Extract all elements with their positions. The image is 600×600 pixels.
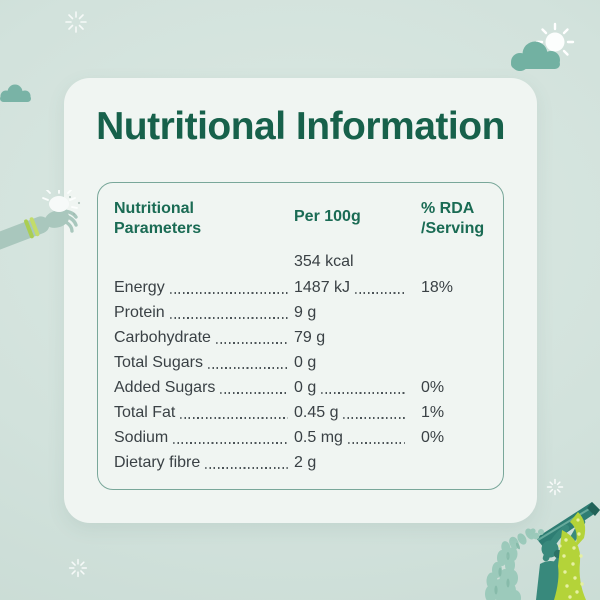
per-100g-value: 2 g — [294, 453, 317, 471]
dotted-leader — [169, 291, 288, 294]
parameter-label: Added Sugars — [114, 378, 216, 396]
per-100g-value: 0.5 mg — [294, 428, 343, 446]
per-100g-value: 0 g — [294, 378, 317, 396]
table-row: Total Sugars 0 g — [114, 350, 483, 375]
rda-value: 18% — [421, 278, 454, 296]
dotted-leader — [215, 341, 288, 344]
nutrition-rows: 354 kcal Energy 1487 kJ 18% Protein 9 g Carboh… — [114, 249, 483, 475]
sparkle-icon — [68, 558, 88, 578]
table-header-row: Nutritional Parameters Per 100g % RDA /S… — [114, 199, 485, 243]
table-row: 354 kcal — [114, 249, 483, 275]
rda-value: 1% — [421, 403, 445, 421]
table-row: Protein 9 g — [114, 300, 483, 325]
per-100g-value: 79 g — [294, 328, 326, 346]
arm-with-bangles-illustration — [0, 190, 81, 258]
table-row: Added Sugars 0 g 0% — [114, 375, 483, 400]
nutrition-card: Nutritional Information Nutritional Para… — [64, 78, 537, 523]
sparkle-icon — [65, 11, 87, 33]
parameter-label: Carbohydrate — [114, 328, 211, 346]
dotted-leader — [220, 391, 288, 394]
table-row: Carbohydrate 79 g — [114, 325, 483, 350]
woman-winnowing-illustration — [485, 502, 600, 600]
sparkle-icon — [546, 478, 564, 496]
table-row: Energy 1487 kJ 18% — [114, 275, 483, 300]
dotted-leader — [347, 441, 405, 444]
parameter-label: Energy — [114, 278, 165, 296]
page-title: Nutritional Information — [96, 105, 505, 148]
parameter-label: Total Sugars — [114, 353, 203, 371]
dotted-leader — [343, 416, 405, 419]
table-row: Dietary fibre 2 g — [114, 450, 483, 475]
dotted-leader — [355, 291, 405, 294]
rda-value: 0% — [421, 428, 445, 446]
dotted-leader — [169, 316, 288, 319]
table-row: Total Fat 0.45 g 1% — [114, 400, 483, 425]
column-header-parameters: Nutritional Parameters — [114, 200, 202, 237]
per-100g-value: 0.45 g — [294, 403, 339, 421]
nutrition-table: Nutritional Parameters Per 100g % RDA /S… — [97, 182, 504, 490]
per-100g-value: 9 g — [294, 303, 317, 321]
parameter-label: Sodium — [114, 428, 169, 446]
sun-behind-cloud-icon — [511, 22, 575, 71]
dotted-leader — [173, 441, 288, 444]
table-row: Sodium 0.5 mg 0% — [114, 425, 483, 450]
per-100g-value: 0 g — [294, 353, 317, 371]
parameter-label: Total Fat — [114, 403, 176, 421]
per-100g-value: 354 kcal — [294, 253, 354, 270]
cloud-icon — [0, 84, 31, 102]
rda-value: 0% — [421, 378, 445, 396]
parameter-label: Dietary fibre — [114, 453, 201, 471]
dotted-leader — [180, 416, 288, 419]
dotted-leader — [207, 366, 288, 369]
dotted-leader — [321, 391, 405, 394]
column-header-rda: % RDA /Serving — [421, 200, 485, 237]
column-header-per-100g: Per 100g — [294, 208, 361, 225]
dotted-leader — [205, 466, 288, 469]
parameter-label: Protein — [114, 303, 165, 321]
per-100g-value: 1487 kJ — [294, 278, 351, 296]
